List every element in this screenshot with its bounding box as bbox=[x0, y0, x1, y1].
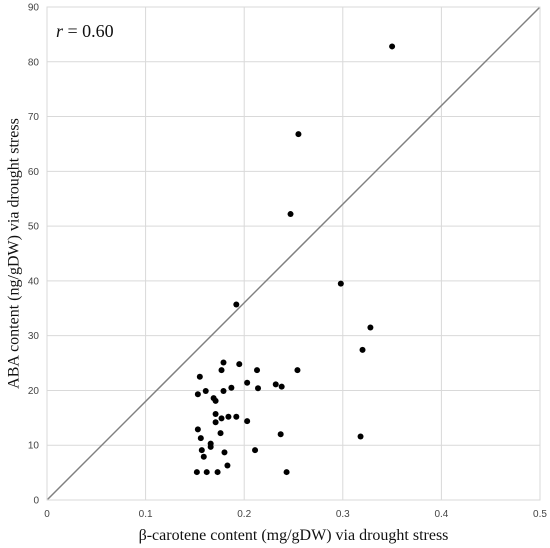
data-point bbox=[283, 469, 290, 476]
x-tick-label: 0.1 bbox=[139, 509, 153, 520]
data-point bbox=[277, 431, 284, 438]
data-point bbox=[295, 131, 302, 138]
data-point bbox=[212, 419, 219, 426]
data-point bbox=[233, 413, 240, 420]
data-point bbox=[389, 43, 396, 50]
plot-frame bbox=[46, 6, 541, 501]
x-tick-label: 0.3 bbox=[336, 509, 350, 520]
data-point bbox=[214, 469, 221, 476]
data-point bbox=[287, 211, 294, 218]
x-axis-ticks: 0 0.1 0.2 0.3 0.4 0.5 bbox=[44, 509, 547, 520]
y-tick-label: 90 bbox=[28, 3, 40, 14]
data-point bbox=[218, 367, 225, 374]
data-point bbox=[255, 385, 262, 392]
data-point bbox=[236, 361, 243, 368]
data-point bbox=[225, 413, 232, 420]
data-point bbox=[254, 367, 261, 374]
data-point bbox=[220, 359, 227, 366]
data-point bbox=[193, 469, 200, 476]
y-tick-label: 40 bbox=[28, 276, 40, 287]
y-tick-label: 80 bbox=[28, 57, 40, 68]
y-tick-label: 50 bbox=[28, 222, 40, 233]
correlation-annotation: r = 0.60 bbox=[56, 21, 114, 41]
x-tick-label: 0.2 bbox=[237, 509, 251, 520]
data-point bbox=[278, 383, 285, 390]
data-point bbox=[272, 381, 279, 388]
x-tick-label: 0.4 bbox=[434, 509, 448, 520]
r-value: = 0.60 bbox=[63, 21, 114, 41]
data-point bbox=[244, 379, 251, 386]
data-point bbox=[233, 301, 240, 308]
y-tick-label: 10 bbox=[28, 441, 40, 452]
data-points bbox=[193, 43, 396, 476]
data-point bbox=[194, 426, 201, 433]
data-point bbox=[196, 373, 203, 380]
data-point bbox=[221, 449, 228, 456]
data-point bbox=[337, 280, 344, 287]
data-point bbox=[194, 391, 201, 398]
y-tick-label: 20 bbox=[28, 386, 40, 397]
data-point bbox=[224, 462, 231, 469]
data-point bbox=[252, 447, 259, 454]
data-point bbox=[220, 387, 227, 394]
y-axis-title: ABA content (ng/gDW) via drought stress bbox=[6, 118, 23, 389]
data-point bbox=[212, 410, 219, 417]
data-point bbox=[200, 453, 207, 460]
x-tick-label: 0 bbox=[44, 509, 50, 520]
data-point bbox=[203, 469, 210, 476]
y-tick-label: 60 bbox=[28, 167, 40, 178]
data-point bbox=[359, 346, 366, 353]
data-point bbox=[218, 415, 225, 422]
reference-diagonal-line bbox=[46, 6, 541, 501]
data-point bbox=[207, 443, 214, 450]
data-point bbox=[367, 324, 374, 331]
data-point bbox=[198, 447, 205, 454]
data-point bbox=[357, 433, 364, 440]
data-point bbox=[212, 397, 219, 404]
data-point bbox=[228, 384, 235, 391]
r-symbol: r bbox=[56, 21, 64, 41]
data-point bbox=[294, 367, 301, 374]
x-tick-label: 0.5 bbox=[533, 509, 547, 520]
data-point bbox=[217, 430, 224, 437]
data-point bbox=[202, 387, 209, 394]
x-axis-title: β-carotene content (mg/gDW) via drought … bbox=[139, 527, 449, 544]
data-point bbox=[244, 418, 251, 425]
y-tick-label: 30 bbox=[28, 331, 40, 342]
y-axis-ticks: 0 10 20 30 40 50 60 70 80 90 bbox=[28, 3, 40, 507]
y-tick-label: 70 bbox=[28, 112, 40, 123]
data-point bbox=[197, 435, 204, 442]
y-tick-label: 0 bbox=[33, 496, 39, 507]
